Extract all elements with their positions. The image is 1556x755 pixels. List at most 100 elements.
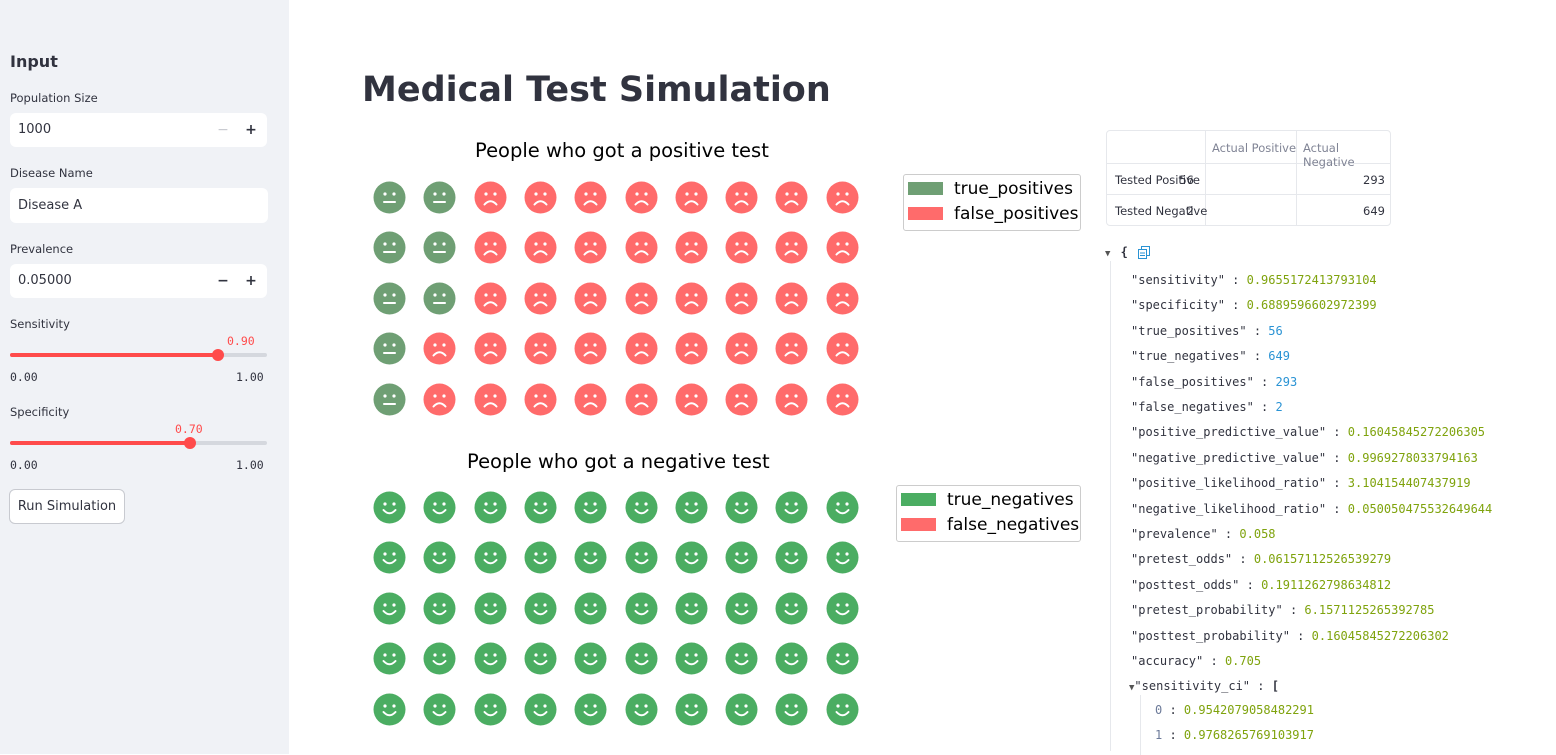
false-positive-face-icon xyxy=(675,332,708,365)
true-positive-face-icon xyxy=(373,181,406,214)
true-negative-face-icon xyxy=(826,642,859,675)
run-simulation-button[interactable]: Run Simulation xyxy=(9,489,125,524)
false-positive-face-icon xyxy=(574,282,607,315)
legend-swatch-true-negatives xyxy=(901,493,936,506)
population-size-input[interactable]: 1000 − + xyxy=(10,113,267,147)
false-positive-face-icon xyxy=(775,332,808,365)
prevalence-input[interactable]: 0.05000 − + xyxy=(10,264,267,298)
true-negative-face-icon xyxy=(675,592,708,625)
json-open-brace: { xyxy=(1120,245,1128,259)
true-negative-face-icon xyxy=(574,592,607,625)
page-title: Medical Test Simulation xyxy=(362,70,831,110)
true-negative-face-icon xyxy=(826,541,859,574)
positive-chart-title: People who got a positive test xyxy=(475,139,769,162)
specificity-min: 0.00 xyxy=(10,458,38,472)
false-positive-face-icon xyxy=(524,383,557,416)
table-header: Actual Negative xyxy=(1303,141,1355,169)
disease-name-input[interactable]: Disease A xyxy=(10,188,268,223)
true-negative-face-icon xyxy=(725,541,758,574)
true-negative-face-icon xyxy=(775,693,808,726)
false-positive-face-icon xyxy=(675,231,708,264)
false-positive-face-icon xyxy=(725,383,758,416)
population-increment-button[interactable]: + xyxy=(245,122,257,138)
true-negative-face-icon xyxy=(625,491,658,524)
json-entry: "pretest_odds" : 0.06157112526539279 xyxy=(1131,552,1392,567)
legend-label: false_negatives xyxy=(947,515,1080,535)
false-positive-face-icon xyxy=(826,181,859,214)
legend-swatch-true-positives xyxy=(908,182,943,195)
false-positive-face-icon xyxy=(725,231,758,264)
table-cell: 2 xyxy=(1186,204,1194,218)
false-positive-face-icon xyxy=(474,332,507,365)
json-key: "sensitivity_ci" xyxy=(1134,679,1251,693)
true-negative-face-icon xyxy=(474,642,507,675)
true-negative-face-icon xyxy=(373,491,406,524)
true-negative-face-icon xyxy=(524,592,557,625)
population-decrement-button[interactable]: − xyxy=(217,122,229,138)
json-ci-item: 1 : 0.9768265769103917 xyxy=(1155,728,1314,742)
false-positive-face-icon xyxy=(625,181,658,214)
specificity-slider-fill xyxy=(10,441,190,445)
false-positive-face-icon xyxy=(474,383,507,416)
json-ci-toggle[interactable]: ▼"sensitivity_ci" : [ xyxy=(1129,679,1279,693)
true-positive-face-icon xyxy=(373,231,406,264)
true-negative-face-icon xyxy=(625,592,658,625)
legend-label: false_positives xyxy=(954,204,1079,224)
specificity-slider-thumb[interactable] xyxy=(183,437,196,449)
false-positive-face-icon xyxy=(775,181,808,214)
specificity-slider[interactable] xyxy=(10,437,267,449)
json-entry: "positive_predictive_value" : 0.16045845… xyxy=(1131,425,1486,440)
sensitivity-label: Sensitivity xyxy=(10,317,70,331)
true-negative-face-icon xyxy=(423,592,456,625)
false-positive-face-icon xyxy=(675,282,708,315)
false-positive-face-icon xyxy=(423,383,456,416)
true-negative-face-icon xyxy=(775,541,808,574)
false-positive-face-icon xyxy=(524,282,557,315)
false-positive-face-icon xyxy=(625,383,658,416)
true-negative-face-icon xyxy=(373,541,406,574)
true-negative-face-icon xyxy=(675,541,708,574)
prevalence-value[interactable]: 0.05000 xyxy=(18,273,72,288)
sidebar-header: Input xyxy=(10,52,58,71)
json-entry: "negative_likelihood_ratio" : 0.05005047… xyxy=(1131,501,1493,516)
false-positive-face-icon xyxy=(574,332,607,365)
legend-label: true_negatives xyxy=(947,490,1074,510)
sensitivity-max: 1.00 xyxy=(236,370,264,384)
true-negative-face-icon xyxy=(725,693,758,726)
prevalence-increment-button[interactable]: + xyxy=(245,273,257,289)
true-positive-face-icon xyxy=(373,383,406,416)
table-cell: 56 xyxy=(1179,173,1194,187)
legend-swatch-false-positives xyxy=(908,207,943,220)
true-negative-face-icon xyxy=(725,592,758,625)
json-entry: "true_positives" : 56 xyxy=(1131,323,1283,338)
disease-name-value[interactable]: Disease A xyxy=(18,198,83,213)
true-negative-face-icon xyxy=(625,642,658,675)
population-size-label: Population Size xyxy=(10,91,98,105)
sidebar: Input Population Size 1000 − + Disease N… xyxy=(0,0,289,754)
false-positive-face-icon xyxy=(574,383,607,416)
false-positive-face-icon xyxy=(524,181,557,214)
legend-swatch-false-negatives xyxy=(901,518,936,531)
legend-label: true_positives xyxy=(954,179,1073,199)
json-entry: "posttest_probability" : 0.1604584527220… xyxy=(1131,628,1449,643)
json-root-toggle[interactable]: ▼ { xyxy=(1105,245,1128,259)
table-cell: 649 xyxy=(1363,204,1385,218)
population-size-value[interactable]: 1000 xyxy=(18,122,52,137)
true-negative-face-icon xyxy=(826,592,859,625)
sensitivity-min: 0.00 xyxy=(10,370,38,384)
positive-legend: true_positives false_positives xyxy=(903,174,1081,231)
sensitivity-value: 0.90 xyxy=(227,334,255,348)
table-cell: 293 xyxy=(1363,173,1385,187)
true-negative-face-icon xyxy=(524,693,557,726)
false-positive-face-icon xyxy=(725,332,758,365)
sensitivity-slider-thumb[interactable] xyxy=(212,349,225,361)
json-open-bracket: [ xyxy=(1271,679,1279,693)
false-positive-face-icon xyxy=(474,231,507,264)
true-negative-face-icon xyxy=(574,642,607,675)
sensitivity-slider[interactable] xyxy=(10,349,267,361)
specificity-max: 1.00 xyxy=(236,458,264,472)
prevalence-decrement-button[interactable]: − xyxy=(217,273,229,289)
copy-icon[interactable] xyxy=(1138,246,1150,262)
true-negative-face-icon xyxy=(423,541,456,574)
false-positive-face-icon xyxy=(775,383,808,416)
